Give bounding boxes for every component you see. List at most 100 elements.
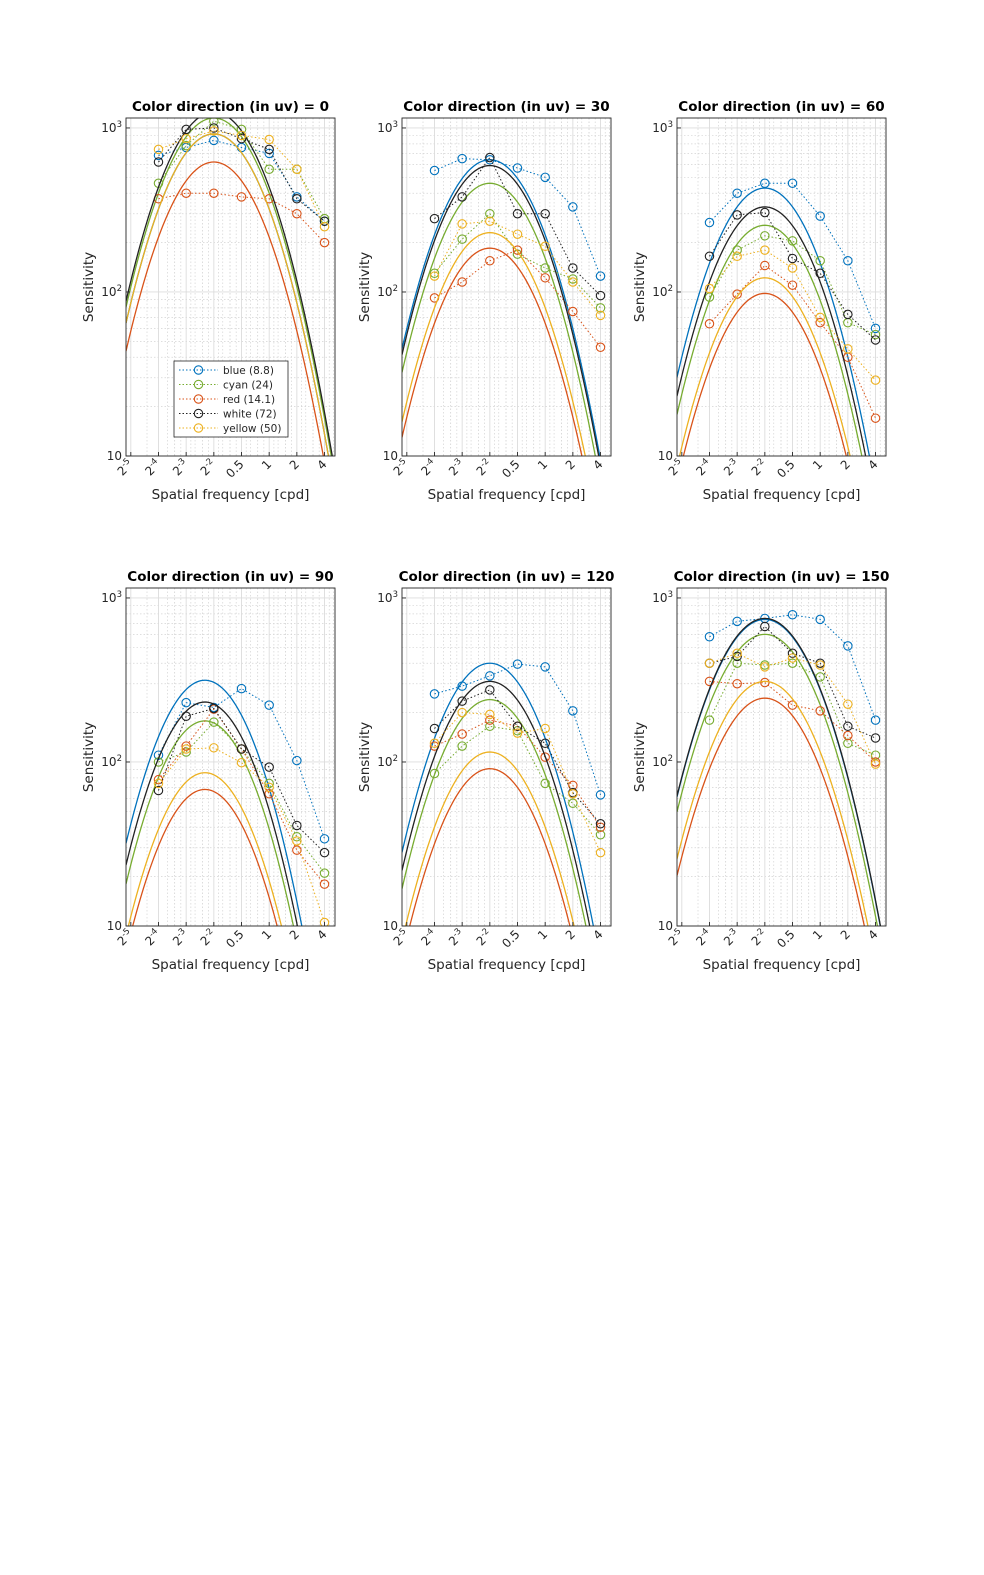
data-point-yellow xyxy=(209,126,219,136)
data-line-blue xyxy=(158,139,325,222)
data-point-cyan xyxy=(540,263,550,273)
x-tick-label-base: 2 xyxy=(563,457,578,472)
data-point-cyan xyxy=(843,738,853,749)
data-point-white xyxy=(870,335,881,345)
data-point-yellow xyxy=(292,836,302,846)
data-point-blue xyxy=(457,153,467,164)
data-point-cyan xyxy=(595,303,606,313)
data-point-yellow xyxy=(595,847,606,858)
data-point-white xyxy=(787,648,798,659)
data-point-cyan xyxy=(236,124,247,135)
x-tick-label: 2-2 xyxy=(197,927,219,949)
x-tick-label: 4 xyxy=(590,927,605,942)
data-point-blue xyxy=(512,163,523,173)
data-point-white xyxy=(760,621,770,632)
data-point-cyan xyxy=(485,208,495,219)
y-tick-label-exp: 2 xyxy=(117,284,122,294)
x-tick-label: 2-3 xyxy=(169,457,191,479)
data-point-white xyxy=(236,744,247,754)
axes-box xyxy=(401,587,612,927)
x-tick-label-base: 2 xyxy=(838,927,853,942)
y-tick-label-base: 10 xyxy=(658,449,673,463)
data-point-yellow xyxy=(568,277,578,287)
fit-line-white xyxy=(126,701,299,926)
data-point-red xyxy=(843,730,853,741)
y-tick-label: 102 xyxy=(377,754,398,769)
x-tick-label: 2-4 xyxy=(418,927,440,949)
x-tick-label: 2 xyxy=(838,927,853,942)
series-group xyxy=(402,659,606,926)
data-point-white xyxy=(732,210,742,220)
x-tick-label: 4 xyxy=(865,457,880,472)
data-point-cyan xyxy=(732,245,742,255)
legend-box xyxy=(173,360,289,438)
data-point-cyan xyxy=(429,268,440,279)
legend-marker-yellow xyxy=(193,423,204,433)
data-point-white xyxy=(760,207,770,218)
x-tick-label: 2-3 xyxy=(720,457,742,479)
data-point-cyan xyxy=(457,234,467,244)
data-point-white xyxy=(429,213,440,224)
data-point-yellow xyxy=(704,283,715,294)
y-tick-label-base: 10 xyxy=(101,285,116,299)
data-point-white xyxy=(595,819,606,829)
data-line-red xyxy=(434,249,601,348)
x-tick-label: 2-3 xyxy=(169,927,191,949)
data-point-red xyxy=(485,256,495,266)
data-point-yellow xyxy=(457,707,467,718)
fit-line-red xyxy=(409,768,571,926)
y-axis-label: Sensitivity xyxy=(632,722,648,792)
data-point-white xyxy=(209,703,219,714)
x-tick-label: 2-3 xyxy=(720,927,742,949)
y-axis-label: Sensitivity xyxy=(81,722,97,792)
y-tick-label: 10 xyxy=(383,919,398,933)
data-line-cyan xyxy=(709,662,876,756)
x-tick-label-base: 0.5 xyxy=(499,927,522,950)
data-point-yellow xyxy=(760,245,770,255)
data-point-cyan xyxy=(870,329,881,340)
data-point-yellow xyxy=(540,241,550,252)
y-tick-label: 102 xyxy=(652,284,673,299)
data-point-white xyxy=(787,253,798,264)
x-axis-label: Spatial frequency [cpd] xyxy=(428,487,586,503)
data-point-blue xyxy=(319,834,330,844)
data-point-white xyxy=(181,711,191,722)
fit-line-red xyxy=(677,697,866,926)
x-tick-label: 2-2 xyxy=(748,457,770,479)
data-point-yellow xyxy=(264,782,274,793)
data-point-yellow xyxy=(815,312,825,323)
legend-label-red: red (14.1) xyxy=(223,394,275,406)
data-point-yellow xyxy=(787,653,798,663)
y-axis-label: Sensitivity xyxy=(357,722,373,792)
axes-box xyxy=(401,117,612,457)
data-point-cyan xyxy=(319,868,330,878)
data-point-yellow xyxy=(319,917,330,926)
data-line-yellow xyxy=(158,747,326,923)
data-point-red xyxy=(595,342,606,353)
fit-line-white xyxy=(402,680,591,926)
x-tick-label: 2 xyxy=(838,457,853,472)
data-point-blue xyxy=(732,616,742,627)
legend-marker-blue xyxy=(193,365,204,375)
data-point-red xyxy=(760,260,770,271)
x-tick-label-base: 0.5 xyxy=(774,927,797,950)
data-point-blue xyxy=(732,188,742,198)
y-tick-label-base: 10 xyxy=(101,755,116,769)
data-point-red xyxy=(264,789,274,799)
data-point-cyan xyxy=(485,721,495,732)
data-point-blue xyxy=(704,632,715,642)
data-point-cyan xyxy=(264,164,274,175)
data-point-white xyxy=(485,152,495,163)
subplot-5: Color direction (in uv) = 150101021032-5… xyxy=(632,569,889,973)
data-point-white xyxy=(704,251,715,262)
data-point-yellow xyxy=(429,738,440,749)
axes-box xyxy=(125,117,336,457)
data-point-yellow xyxy=(595,310,606,321)
data-point-red xyxy=(181,188,191,198)
y-tick-label: 102 xyxy=(101,284,122,299)
data-line-yellow xyxy=(709,652,876,765)
panel-title: Color direction (in uv) = 120 xyxy=(399,569,615,585)
data-point-red xyxy=(540,273,550,283)
data-line-yellow xyxy=(434,220,601,316)
data-point-white xyxy=(457,696,467,706)
